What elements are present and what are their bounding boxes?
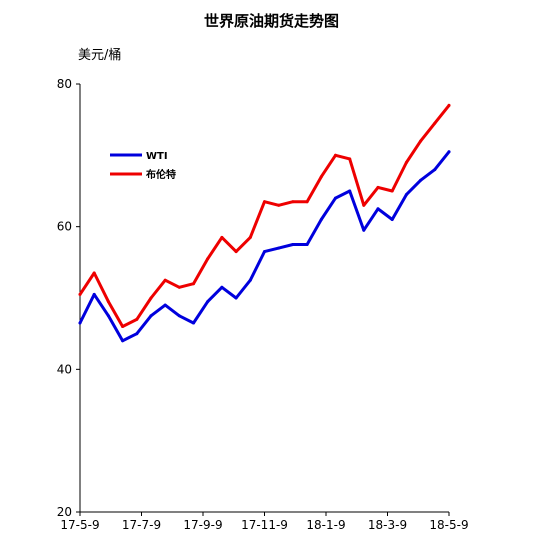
legend-label-2: 布伦特	[146, 168, 176, 181]
data-point	[390, 218, 394, 221]
data-point	[376, 207, 380, 211]
data-point	[78, 292, 82, 296]
data-point	[248, 278, 252, 282]
x-tick-label: 17-11-9	[241, 518, 288, 532]
data-point	[220, 235, 224, 239]
data-point	[92, 292, 96, 296]
data-point	[106, 314, 110, 318]
data-point	[334, 153, 337, 157]
data-point	[319, 218, 323, 221]
data-point	[305, 200, 309, 204]
data-point	[206, 257, 210, 261]
data-point	[291, 243, 295, 246]
x-tick-label: 17-9-9	[183, 518, 222, 532]
data-point	[135, 317, 139, 321]
data-point	[348, 157, 352, 161]
data-point	[263, 250, 266, 254]
data-point	[234, 296, 238, 300]
x-tick-label: 17-5-9	[60, 518, 99, 532]
data-point	[348, 189, 352, 193]
data-point	[234, 250, 238, 254]
data-point	[362, 203, 366, 207]
chart-title: 世界原油期货走势图	[203, 12, 339, 30]
data-point	[419, 139, 423, 143]
data-point	[192, 321, 195, 325]
x-tick-label: 17-7-9	[122, 518, 161, 532]
x-tick-label: 18-5-9	[429, 518, 468, 532]
data-point	[362, 228, 366, 232]
data-point	[390, 189, 394, 193]
data-point	[92, 271, 96, 275]
data-point	[121, 325, 125, 328]
x-tick-label: 18-1-9	[306, 518, 345, 532]
data-point	[163, 303, 167, 307]
axes: 20 40 60 80 17-5-9 17-7-9 17-9-9 17-11-9 18-1-9 1…	[57, 77, 469, 532]
legend-label-1: WTI	[146, 151, 168, 162]
data-point	[447, 103, 451, 107]
y-tick-label: 40	[57, 362, 72, 376]
series-layer	[78, 103, 451, 343]
x-tick-label: 18-3-9	[368, 518, 407, 532]
data-point	[149, 314, 153, 318]
data-point	[248, 235, 252, 239]
data-point	[404, 193, 408, 197]
data-point	[177, 285, 181, 289]
data-point	[404, 161, 408, 164]
data-point	[334, 196, 337, 200]
data-point	[78, 321, 82, 325]
y-unit-label: 美元/桶	[78, 48, 122, 63]
data-point	[263, 200, 266, 204]
data-point	[121, 339, 125, 343]
data-point	[220, 285, 224, 289]
data-point	[305, 243, 309, 246]
data-point	[376, 185, 380, 189]
data-point	[433, 121, 437, 125]
y-tick-label: 80	[57, 77, 72, 91]
data-point	[177, 314, 181, 318]
legend: WTI 布伦特	[110, 151, 176, 181]
data-point	[277, 203, 281, 207]
data-point	[206, 300, 210, 304]
series-line-1	[78, 150, 451, 343]
y-tick-label: 20	[57, 505, 72, 519]
data-point	[419, 178, 423, 182]
data-point	[149, 296, 153, 300]
data-point	[291, 200, 295, 204]
data-point	[277, 246, 281, 250]
y-tick-label: 60	[57, 220, 72, 234]
data-point	[106, 300, 110, 304]
data-point	[135, 332, 139, 336]
data-point	[433, 168, 437, 172]
data-point	[319, 175, 323, 179]
data-point	[192, 282, 195, 286]
data-point	[447, 150, 451, 154]
data-point	[163, 278, 167, 282]
